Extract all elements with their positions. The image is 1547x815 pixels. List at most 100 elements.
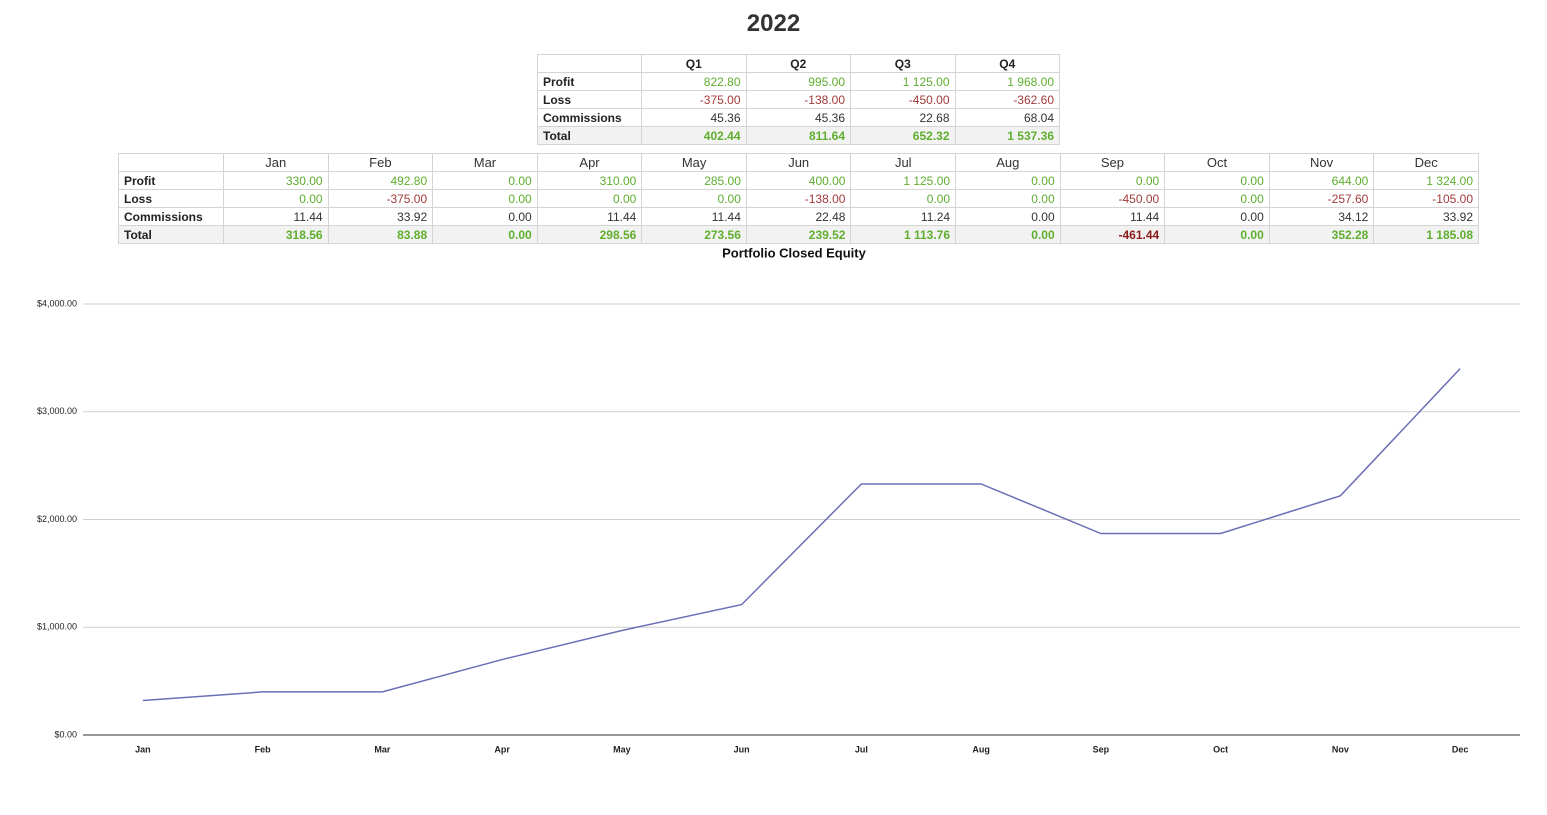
cell: 83.88 — [327, 225, 434, 244]
column-header: Q3 — [850, 54, 956, 73]
corner-cell — [118, 153, 224, 172]
x-tick-label: Dec — [1452, 744, 1469, 754]
row-label: Profit — [118, 171, 224, 190]
header-row: Q1 Q2 Q3 Q4 — [537, 54, 1060, 73]
cell: -138.00 — [745, 90, 851, 109]
cell: 11.44 — [641, 207, 747, 226]
y-tick-label: $0.00 — [54, 729, 77, 739]
cell: 0.00 — [1164, 171, 1270, 190]
x-tick-label: Oct — [1213, 744, 1228, 754]
row-label: Total — [118, 225, 224, 244]
cell: 0.00 — [432, 189, 538, 208]
cell: 0.00 — [1164, 207, 1270, 226]
cell: 492.80 — [327, 171, 434, 190]
cell: 11.44 — [223, 207, 329, 226]
cell: -450.00 — [1059, 189, 1166, 208]
table-row: Total 318.56 83.88 0.00 298.56 273.56 239.52 1 … — [118, 225, 1479, 244]
page-title: 2022 — [746, 10, 801, 37]
cell: 400.00 — [745, 171, 852, 190]
column-header: Jan — [223, 153, 329, 172]
cell: 33.92 — [1373, 207, 1479, 226]
cell: 0.00 — [1164, 225, 1270, 244]
column-header: Aug — [955, 153, 1061, 172]
cell: -362.60 — [954, 90, 1060, 109]
cell: 0.00 — [223, 189, 329, 208]
x-tick-label: May — [613, 744, 631, 754]
row-label: Commissions — [118, 207, 224, 226]
x-tick-label: Mar — [374, 744, 391, 754]
column-header: May — [641, 153, 747, 172]
table-row: Commissions 11.44 33.92 0.00 11.44 11.44 22.48… — [118, 207, 1479, 226]
cell: 33.92 — [327, 207, 434, 226]
cell: 0.00 — [641, 189, 747, 208]
table-row: Total 402.44 811.64 652.32 1 537.36 — [537, 126, 1060, 145]
cell: 1 125.00 — [850, 171, 957, 190]
cell: 811.64 — [745, 126, 851, 145]
column-header: Nov — [1268, 153, 1375, 172]
cell: -375.00 — [327, 189, 434, 208]
table-row: Profit 330.00 492.80 0.00 310.00 285.00 400.00… — [118, 171, 1479, 190]
cell: -105.00 — [1373, 189, 1479, 208]
cell: 0.00 — [850, 189, 957, 208]
header-row: Jan Feb Mar Apr May Jun Jul Aug Sep Oct Nov Dec — [118, 153, 1479, 172]
cell: 402.44 — [641, 126, 747, 145]
column-header: Q2 — [745, 54, 851, 73]
cell: 273.56 — [641, 225, 747, 244]
cell: 0.00 — [432, 207, 538, 226]
y-tick-label: $2,000.00 — [37, 514, 77, 524]
y-tick-label: $4,000.00 — [37, 298, 77, 308]
cell: -257.60 — [1268, 189, 1375, 208]
cell: 22.68 — [850, 108, 956, 127]
cell: 68.04 — [954, 108, 1060, 127]
row-label: Loss — [118, 189, 224, 208]
cell: 0.00 — [955, 225, 1061, 244]
cell: 0.00 — [955, 189, 1061, 208]
y-tick-label: $1,000.00 — [37, 622, 77, 632]
table-row: Commissions 45.36 45.36 22.68 68.04 — [537, 108, 1060, 127]
x-tick-label: Feb — [255, 744, 272, 754]
monthly-table: Jan Feb Mar Apr May Jun Jul Aug Sep Oct Nov Dec Prof… — [118, 153, 1479, 244]
cell: 1 125.00 — [850, 72, 956, 91]
cell: -461.44 — [1059, 225, 1166, 244]
cell: 45.36 — [641, 108, 747, 127]
column-header: Jul — [850, 153, 957, 172]
cell: 310.00 — [536, 171, 643, 190]
x-tick-label: Jan — [135, 744, 151, 754]
cell: 1 113.76 — [850, 225, 957, 244]
column-header: Q4 — [954, 54, 1060, 73]
cell: 1 324.00 — [1373, 171, 1479, 190]
cell: 11.24 — [850, 207, 957, 226]
cell: -450.00 — [850, 90, 956, 109]
corner-cell — [537, 54, 642, 73]
x-tick-label: Jul — [855, 744, 868, 754]
cell: 0.00 — [432, 225, 538, 244]
table-row: Loss -375.00 -138.00 -450.00 -362.60 — [537, 90, 1060, 109]
cell: 239.52 — [745, 225, 852, 244]
line-series — [142, 368, 1461, 702]
cell: 11.44 — [1059, 207, 1166, 226]
x-tick-label: Jun — [734, 744, 750, 754]
x-tick-label: Apr — [494, 744, 510, 754]
cell: 330.00 — [223, 171, 329, 190]
cell: 0.00 — [955, 171, 1061, 190]
cell: 34.12 — [1268, 207, 1375, 226]
cell: 318.56 — [223, 225, 329, 244]
cell: 0.00 — [1059, 171, 1166, 190]
x-tick-label: Aug — [972, 744, 990, 754]
table-row: Profit 822.80 995.00 1 125.00 1 968.00 — [537, 72, 1060, 91]
column-header: Apr — [536, 153, 643, 172]
cell: 22.48 — [745, 207, 852, 226]
cell: 652.32 — [850, 126, 956, 145]
cell: 822.80 — [641, 72, 747, 91]
cell: 0.00 — [432, 171, 538, 190]
chart-title: Portfolio Closed Equity — [722, 245, 866, 260]
row-label: Profit — [537, 72, 642, 91]
cell: 644.00 — [1268, 171, 1375, 190]
column-header: Q1 — [641, 54, 747, 73]
column-header: Sep — [1059, 153, 1166, 172]
x-tick-label: Nov — [1332, 744, 1349, 754]
cell: 1 185.08 — [1373, 225, 1479, 244]
table-row: Loss 0.00 -375.00 0.00 0.00 0.00 -138.00 0.00 0.… — [118, 189, 1479, 208]
